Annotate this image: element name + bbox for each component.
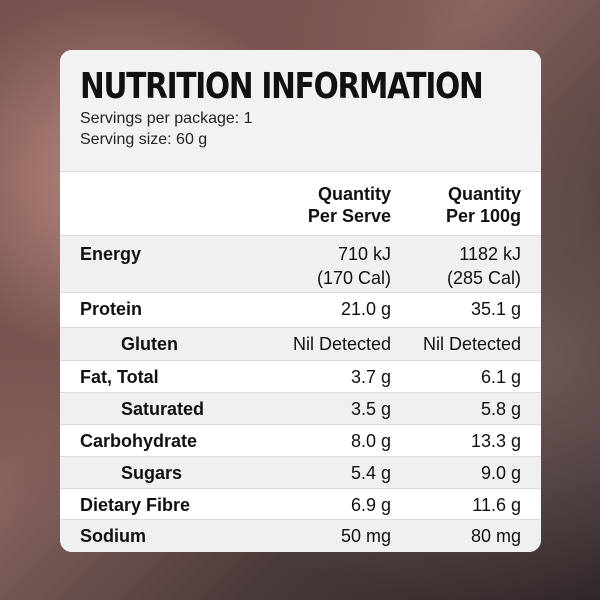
per-serve-value: 50 mg (340, 526, 391, 546)
nutrient-name: Protein (80, 299, 143, 319)
nutrient-name: Gluten (121, 334, 178, 354)
serving-size: Serving size: 60 g (80, 131, 208, 148)
nutrient-row: Gluten Nil Detected Nil Detected (60, 328, 541, 361)
nutrient-row: Protein 21.0 g 35.1 g (60, 293, 541, 328)
nutrient-row: Saturated 3.5 g 5.8 g (60, 393, 541, 425)
per-100g-value: 11.6 g (472, 495, 521, 515)
nutrient-row: Sodium 50 mg 80 mg (60, 520, 541, 552)
per-serve-value: 3.5 g (350, 399, 391, 419)
per-serve-value: 5.4 g (350, 463, 391, 483)
nutrient-row: Dietary Fibre 6.9 g 11.6 g (60, 489, 541, 520)
panel-header: NUTRITION INFORMATION Servings per packa… (60, 50, 541, 172)
nutrient-name: Sodium (80, 526, 146, 546)
nutrient-name: Dietary Fibre (80, 495, 191, 515)
nutrient-name: Carbohydrate (80, 431, 198, 451)
per-100g-value: 35.1 g (470, 299, 521, 319)
per-serve-value: 21.0 g (340, 299, 391, 319)
nutrition-panel: NUTRITION INFORMATION Servings per packa… (60, 50, 541, 552)
per-serve-value: 8.0 g (350, 431, 391, 451)
nutrient-row: Carbohydrate 8.0 g 13.3 g (60, 425, 541, 457)
per-serve-value: Nil Detected (292, 334, 391, 354)
nutrient-row: Fat, Total 3.7 g 6.1 g (60, 361, 541, 393)
nutrient-name: Energy (80, 244, 142, 264)
per-serve-value: 710 kJ (170 Cal) (316, 244, 391, 288)
per-100g-value: 80 mg (470, 526, 521, 546)
nutrient-name: Saturated (121, 399, 205, 419)
column-per-serve: Quantity Per Serve (307, 184, 391, 226)
per-100g-value: Nil Detected (422, 334, 521, 354)
per-serve-value: 6.9 g (350, 495, 391, 515)
per-100g-value: 1182 kJ (285 Cal) (446, 244, 521, 288)
column-per-100g: Quantity Per 100g (445, 184, 521, 226)
nutrient-name: Sugars (121, 463, 183, 483)
per-100g-value: 13.3 g (470, 431, 521, 451)
servings-per-package: Servings per package: 1 (80, 110, 253, 127)
column-header-row: Quantity Per Serve Quantity Per 100g (60, 172, 541, 236)
panel-title: NUTRITION INFORMATION (80, 66, 484, 107)
nutrient-row: Energy 710 kJ (170 Cal) 1182 kJ (285 Cal) (60, 236, 541, 293)
nutrient-name: Fat, Total (80, 367, 159, 387)
nutrient-row: Sugars 5.4 g 9.0 g (60, 457, 541, 489)
per-serve-value: 3.7 g (350, 367, 391, 387)
per-100g-value: 9.0 g (480, 463, 521, 483)
per-100g-value: 6.1 g (480, 367, 521, 387)
per-100g-value: 5.8 g (480, 399, 521, 419)
